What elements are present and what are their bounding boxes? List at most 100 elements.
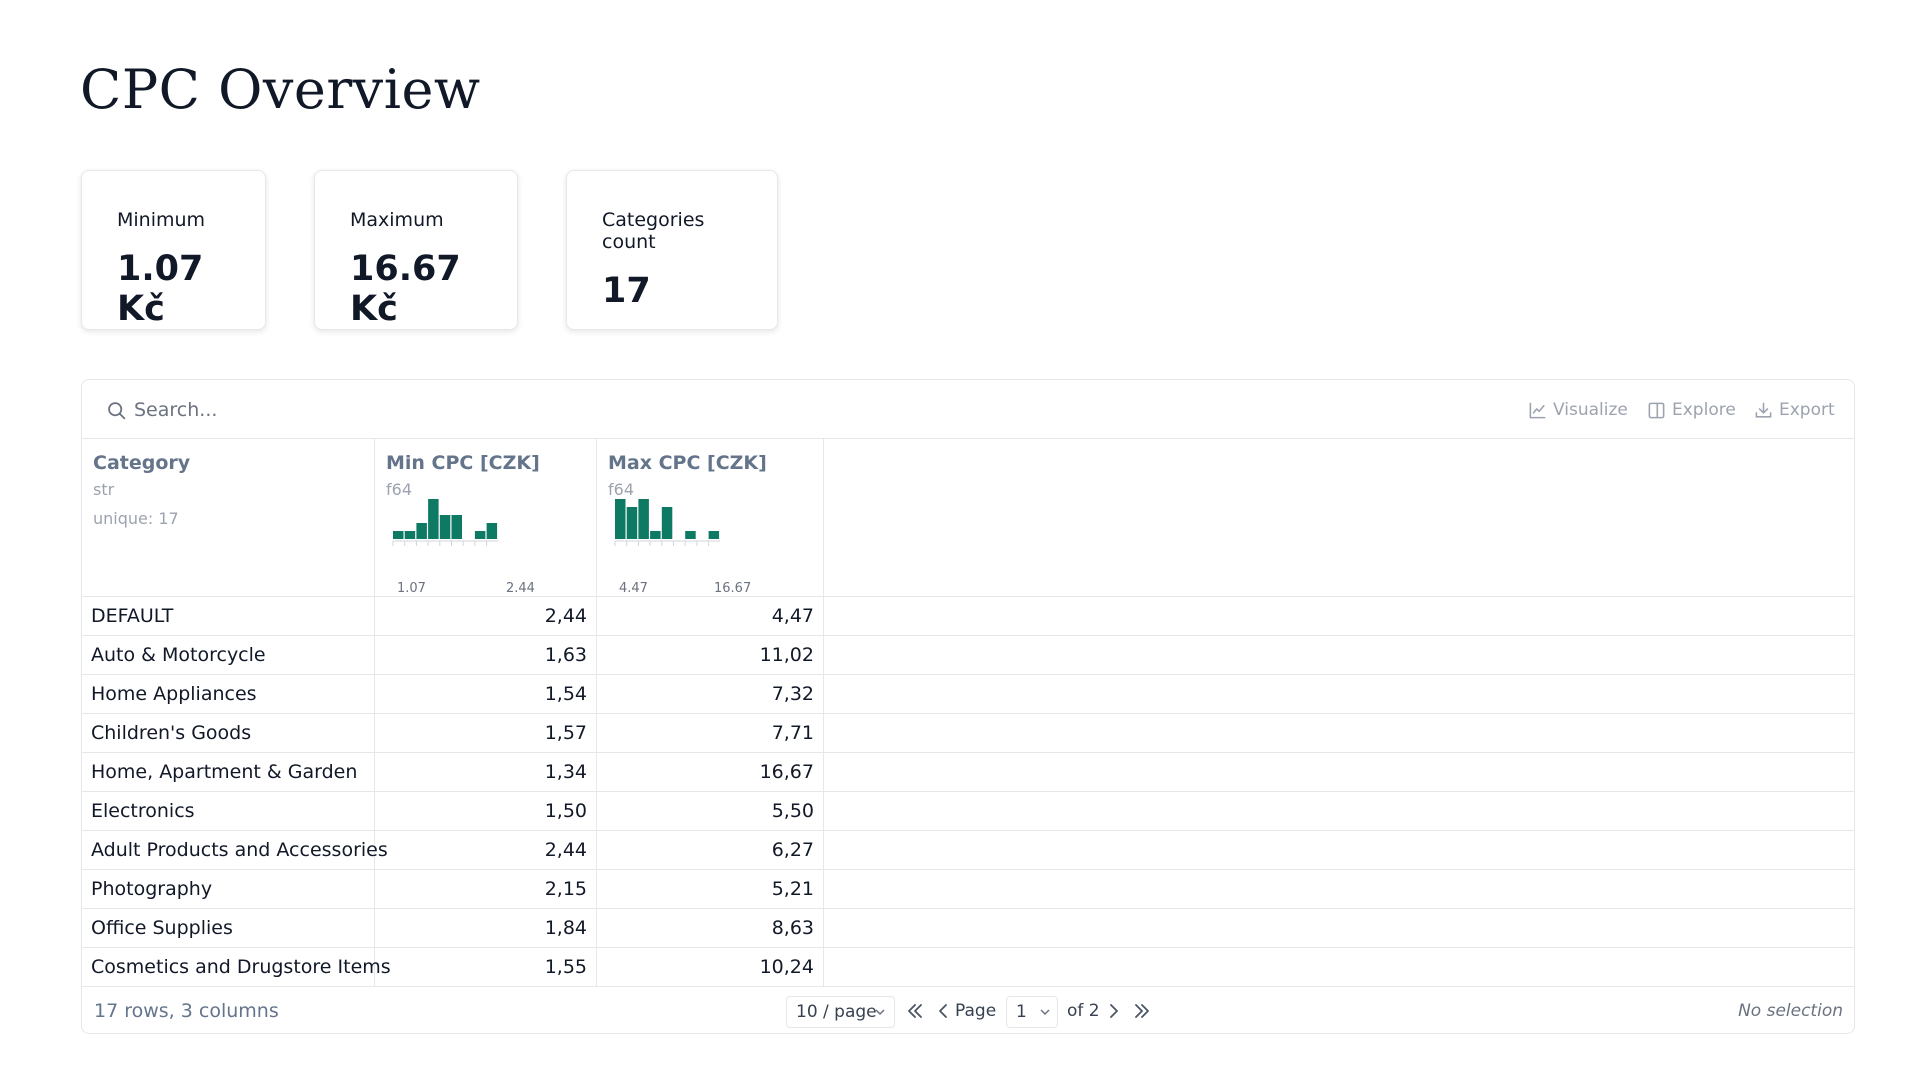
panel-icon <box>1648 402 1665 418</box>
column-type: f64 <box>608 480 634 499</box>
table-row[interactable]: Electronics 1,50 5,50 <box>82 792 1854 831</box>
max-cpc-histogram: 4.47 16.67 <box>614 499 751 596</box>
table-row[interactable]: Children's Goods 1,57 7,71 <box>82 714 1854 753</box>
stat-label: Minimum <box>117 209 206 231</box>
max-cpc-cell: 8,63 <box>597 909 824 948</box>
min-cpc-cell: 1,84 <box>375 909 597 948</box>
column-header-max-cpc[interactable]: Max CPC [CZK] f64 4.47 16.67 <box>597 439 824 597</box>
page-total-label: of 2 <box>1067 1001 1100 1021</box>
page-title: CPC Overview <box>80 58 481 121</box>
histogram-bar[interactable] <box>486 523 498 539</box>
column-type: str <box>93 480 115 499</box>
max-cpc-cell: 16,67 <box>597 753 824 792</box>
selection-status: No selection <box>1738 1001 1843 1021</box>
column-header-category[interactable]: Category str unique: 17 <box>82 439 375 597</box>
table-row[interactable]: Adult Products and Accessories 2,44 6,27 <box>82 831 1854 870</box>
stat-label: Categories count <box>602 209 705 253</box>
histogram-bar[interactable] <box>404 531 416 539</box>
hist-max-label: 16.67 <box>714 581 751 596</box>
data-table-panel: Visualize Explore Export Category str un… <box>81 379 1855 1034</box>
max-cpc-cell: 4,47 <box>597 597 824 636</box>
column-name: Max CPC [CZK] <box>608 452 767 474</box>
column-header-min-cpc[interactable]: Min CPC [CZK] f64 1.07 2.44 <box>375 439 597 597</box>
min-cpc-histogram: 1.07 2.44 <box>392 499 535 596</box>
histogram-bar[interactable] <box>615 499 626 539</box>
chevron-down-icon <box>1040 1009 1050 1016</box>
histogram-bar[interactable] <box>708 531 720 539</box>
table-row[interactable]: Auto & Motorcycle 1,63 11,02 <box>82 636 1854 675</box>
category-cell: Cosmetics and Drugstore Items <box>82 948 391 987</box>
histogram-bar[interactable] <box>451 515 463 539</box>
histogram-bar[interactable] <box>393 531 404 539</box>
histogram-bar[interactable] <box>638 499 649 539</box>
current-page: 1 <box>1016 1002 1027 1022</box>
visualize-label: Visualize <box>1553 400 1628 420</box>
histogram-bar[interactable] <box>685 531 696 539</box>
max-cpc-cell: 5,21 <box>597 870 824 909</box>
stat-card-categories-count: Categories count 17 <box>566 170 778 330</box>
export-button[interactable]: Export <box>1754 397 1835 423</box>
chevron-down-icon <box>875 1009 885 1016</box>
stat-value: 16.67 Kč <box>350 249 461 329</box>
max-cpc-cell: 11,02 <box>597 636 824 675</box>
category-cell: Home Appliances <box>82 675 375 714</box>
search-input[interactable] <box>134 394 634 426</box>
stat-value: 17 <box>602 271 651 311</box>
table-row[interactable]: DEFAULT 2,44 4,47 <box>82 597 1854 636</box>
category-cell: Office Supplies <box>82 909 375 948</box>
table-row[interactable]: Cosmetics and Drugstore Items 1,55 10,24 <box>82 948 1854 987</box>
histogram-bar[interactable] <box>416 523 427 539</box>
column-name: Min CPC [CZK] <box>386 452 540 474</box>
column-name: Category <box>93 452 191 474</box>
hist-min-label: 1.07 <box>397 581 426 596</box>
explore-label: Explore <box>1672 400 1736 420</box>
page-size-value: 10 / page <box>796 1002 877 1022</box>
table-row[interactable]: Home, Apartment & Garden 1,34 16,67 <box>82 753 1854 792</box>
max-cpc-cell: 7,32 <box>597 675 824 714</box>
histogram-bar[interactable] <box>650 531 661 539</box>
stat-card-maximum: Maximum 16.67 Kč <box>314 170 518 330</box>
category-cell: Adult Products and Accessories <box>82 831 388 870</box>
histogram-bar[interactable] <box>626 507 638 539</box>
stat-card-minimum: Minimum 1.07 Kč <box>81 170 266 330</box>
table-row[interactable]: Home Appliances 1,54 7,32 <box>82 675 1854 714</box>
category-cell: Children's Goods <box>82 714 375 753</box>
explore-button[interactable]: Explore <box>1647 397 1736 423</box>
max-cpc-cell: 7,71 <box>597 714 824 753</box>
min-cpc-cell: 1,57 <box>375 714 597 753</box>
max-cpc-cell: 6,27 <box>597 831 824 870</box>
stat-value: 1.07 Kč <box>117 249 204 329</box>
stat-label: Maximum <box>350 209 444 231</box>
histogram-bar[interactable] <box>428 499 439 539</box>
table-row[interactable]: Office Supplies 1,84 8,63 <box>82 909 1854 948</box>
category-cell: DEFAULT <box>82 597 375 636</box>
line-chart-icon <box>1529 402 1546 418</box>
histogram-bar[interactable] <box>439 515 451 539</box>
previous-page-icon[interactable] <box>933 1000 953 1022</box>
header-row: Category str unique: 17 Min CPC [CZK] f6… <box>82 439 1854 597</box>
histogram-bar[interactable] <box>661 507 673 539</box>
search-icon <box>108 402 126 420</box>
category-cell: Home, Apartment & Garden <box>82 753 375 792</box>
table-row[interactable]: Photography 2,15 5,21 <box>82 870 1854 909</box>
column-type: f64 <box>386 480 412 499</box>
first-page-icon[interactable] <box>905 1000 925 1022</box>
max-cpc-cell: 5,50 <box>597 792 824 831</box>
page-number-select[interactable]: 1 <box>1006 996 1058 1028</box>
page-size-select[interactable]: 10 / page <box>786 996 895 1028</box>
min-cpc-cell: 2,44 <box>375 831 597 870</box>
min-cpc-cell: 1,54 <box>375 675 597 714</box>
last-page-icon[interactable] <box>1132 1000 1152 1022</box>
category-cell: Electronics <box>82 792 375 831</box>
min-cpc-cell: 1,63 <box>375 636 597 675</box>
min-cpc-cell: 1,34 <box>375 753 597 792</box>
row-count-info: 17 rows, 3 columns <box>94 1000 279 1022</box>
visualize-button[interactable]: Visualize <box>1528 397 1628 423</box>
next-page-icon[interactable] <box>1104 1000 1124 1022</box>
histogram-bar[interactable] <box>474 531 486 539</box>
export-label: Export <box>1779 400 1835 420</box>
min-cpc-cell: 2,44 <box>375 597 597 636</box>
min-cpc-cell: 2,15 <box>375 870 597 909</box>
hist-min-label: 4.47 <box>619 581 648 596</box>
table-footer: 17 rows, 3 columns 10 / page Page 1 of 2… <box>82 988 1854 1033</box>
